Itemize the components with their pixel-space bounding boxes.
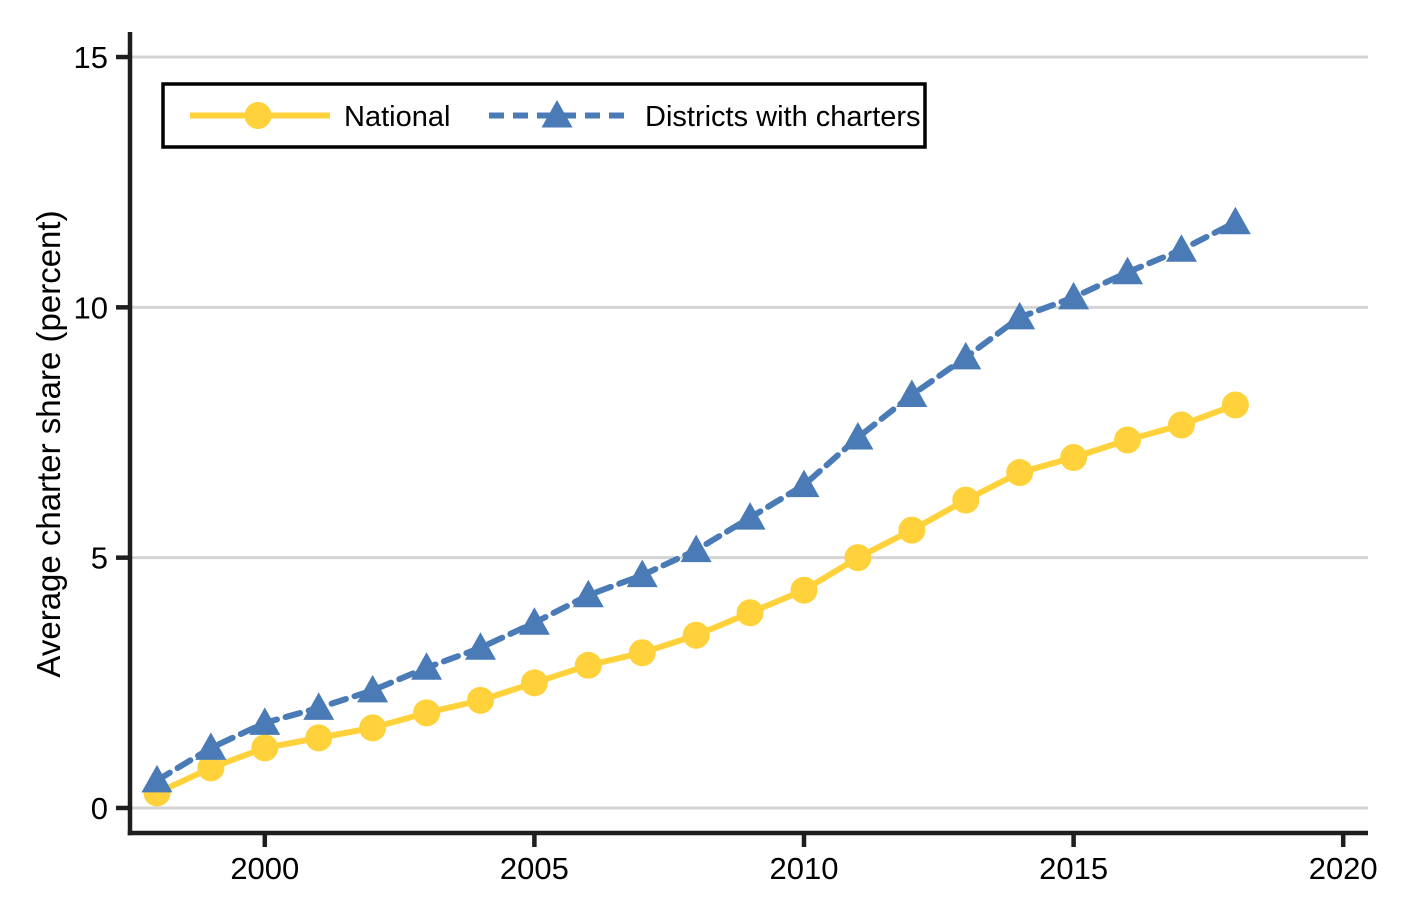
data-point-marker bbox=[898, 516, 926, 544]
data-point-marker bbox=[626, 559, 658, 588]
data-point-marker bbox=[572, 579, 604, 608]
data-point-marker bbox=[1219, 206, 1251, 235]
data-point-marker bbox=[1165, 234, 1197, 262]
data-point-marker bbox=[466, 686, 494, 714]
triangle-marker-icon bbox=[541, 100, 573, 128]
data-point-marker bbox=[844, 544, 872, 572]
gridlines bbox=[130, 55, 1368, 810]
data-point-marker bbox=[464, 632, 496, 660]
y-tick-label: 15 bbox=[74, 40, 108, 75]
data-point-marker bbox=[520, 669, 548, 697]
data-point-marker bbox=[1112, 256, 1144, 285]
data-point-marker bbox=[1058, 281, 1090, 310]
data-point-marker bbox=[197, 754, 225, 782]
data-point-marker bbox=[357, 674, 389, 703]
data-point-marker bbox=[1114, 426, 1142, 454]
data-point-marker bbox=[141, 764, 173, 793]
data-point-marker bbox=[195, 732, 227, 760]
tick-labels: 0 5 10 15 2000 2005 2010 2015 2020 bbox=[74, 40, 1378, 886]
data-point-marker bbox=[790, 576, 818, 604]
data-point-marker bbox=[682, 621, 710, 649]
data-point-marker bbox=[952, 486, 980, 514]
data-point-marker bbox=[628, 639, 656, 667]
data-point-marker bbox=[305, 724, 333, 752]
data-point-marker bbox=[734, 502, 766, 530]
data-point-marker bbox=[359, 714, 387, 742]
axes bbox=[116, 32, 1368, 847]
data-point-marker bbox=[1004, 301, 1036, 330]
x-tick-label: 2005 bbox=[500, 851, 569, 886]
data-point-marker bbox=[736, 599, 764, 627]
y-axis-title: Average charter share (percent) bbox=[30, 210, 67, 677]
data-point-marker bbox=[950, 341, 982, 370]
data-point-marker bbox=[680, 534, 712, 563]
data-point-marker bbox=[413, 699, 441, 727]
data-point-marker bbox=[518, 607, 550, 635]
circle-marker-icon bbox=[244, 102, 272, 129]
legend: National Districts with charters bbox=[161, 82, 927, 149]
data-point-marker bbox=[896, 379, 928, 407]
legend-item-districts: Districts with charters bbox=[489, 100, 921, 133]
data-point-marker bbox=[411, 652, 443, 680]
y-tick-label: 10 bbox=[74, 290, 108, 325]
data-point-marker bbox=[574, 651, 602, 679]
legend-label-national: National bbox=[344, 101, 450, 133]
data-point-marker bbox=[251, 734, 279, 762]
data-point-marker bbox=[249, 707, 281, 735]
data-point-marker bbox=[788, 469, 820, 498]
x-tick-label: 2010 bbox=[770, 851, 839, 886]
x-tick-label: 2020 bbox=[1309, 851, 1378, 886]
data-point-marker bbox=[842, 422, 874, 450]
legend-label-districts: Districts with charters bbox=[645, 101, 921, 133]
legend-item-national: National bbox=[190, 101, 450, 133]
x-tick-label: 2015 bbox=[1039, 851, 1108, 886]
x-tick-label: 2000 bbox=[230, 851, 299, 886]
y-tick-label: 0 bbox=[91, 791, 108, 826]
y-tick-label: 5 bbox=[91, 541, 108, 576]
data-point-marker bbox=[303, 692, 335, 720]
data-point-marker bbox=[1060, 444, 1088, 472]
series-layer bbox=[141, 206, 1251, 807]
data-point-marker bbox=[1167, 411, 1195, 439]
data-point-marker bbox=[1006, 459, 1034, 487]
data-point-marker bbox=[1221, 391, 1249, 419]
